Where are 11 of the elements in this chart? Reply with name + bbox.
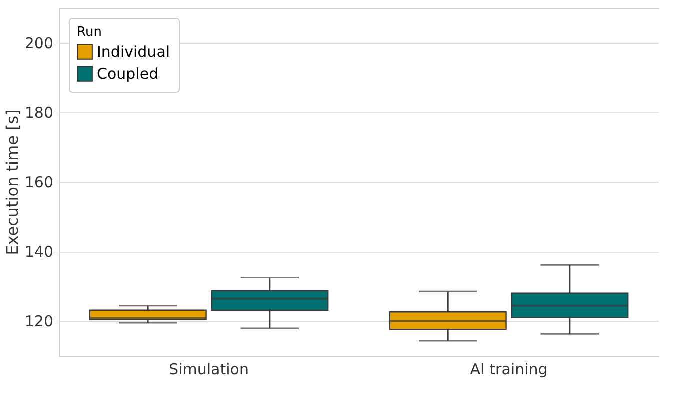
legend-label: Individual — [97, 43, 170, 61]
y-axis-title: Execution time [s] — [2, 110, 22, 256]
legend-label: Coupled — [97, 65, 159, 83]
y-tick-label: 140 — [24, 243, 54, 262]
x-tick-label: AI training — [470, 360, 548, 378]
y-tick-label: 120 — [24, 312, 54, 331]
y-tick-label: 180 — [24, 104, 54, 122]
y-tick-label: 200 — [24, 34, 54, 52]
y-tick-label: 160 — [24, 174, 54, 192]
legend-title: Run — [77, 25, 102, 40]
x-tick-label: Simulation — [169, 360, 249, 378]
